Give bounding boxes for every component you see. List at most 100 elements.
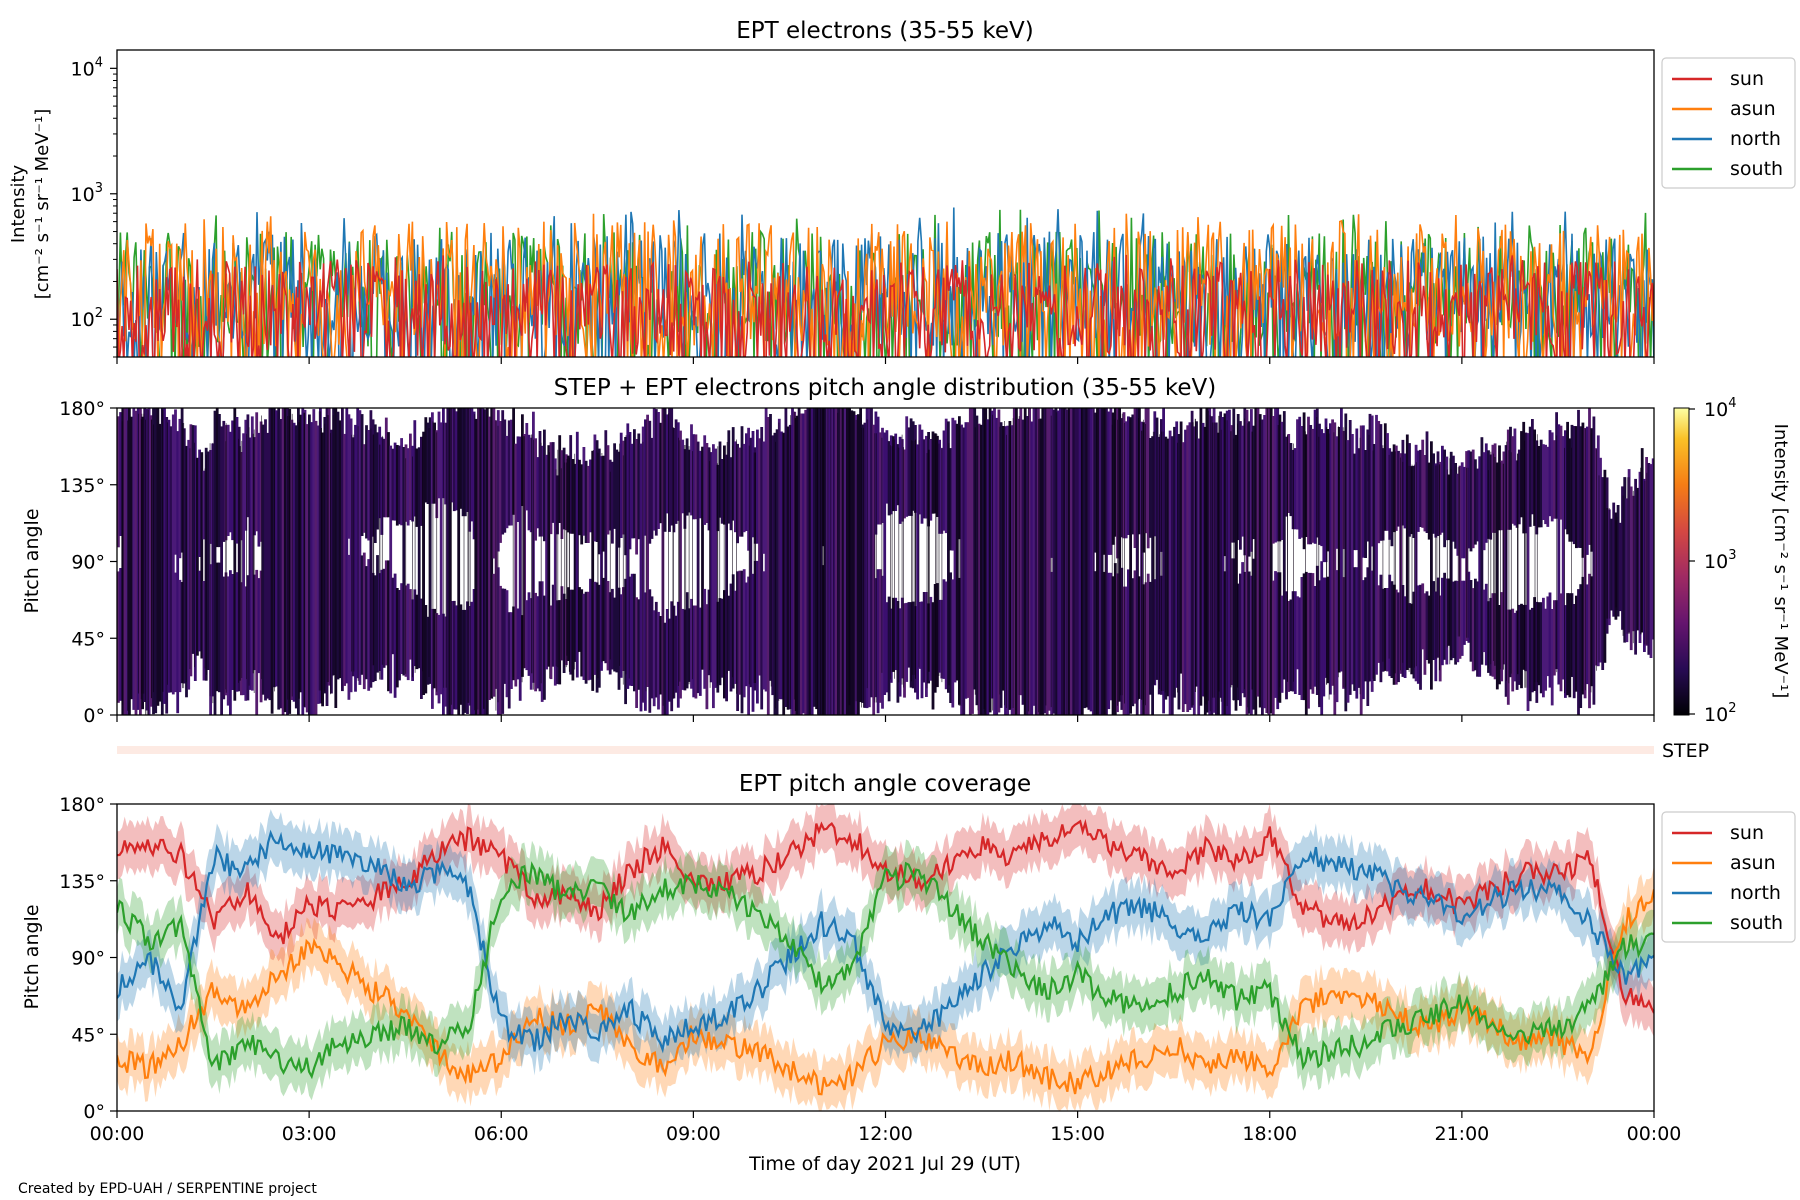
- pad-bin: [1528, 426, 1532, 527]
- pad-bin: [387, 560, 390, 692]
- pad-bin: [373, 424, 377, 543]
- pad-bin: [1348, 420, 1352, 695]
- pad-bin: [1544, 444, 1547, 525]
- pad-bin: [938, 599, 941, 673]
- pad-bin: [294, 425, 298, 709]
- pad-bin: [431, 608, 434, 709]
- pad-bin: [665, 414, 669, 514]
- pad-bin: [830, 408, 834, 715]
- pad-bin: [505, 590, 509, 698]
- panel1-ytick-label-0: 102: [71, 306, 103, 331]
- pad-bin: [1333, 422, 1337, 715]
- pad-bin: [674, 615, 678, 693]
- pad-bin: [885, 602, 889, 693]
- pad-bin: [929, 596, 933, 681]
- pad-bin: [1572, 604, 1576, 699]
- pad-bin: [1581, 422, 1585, 558]
- pad-bin: [1480, 437, 1484, 665]
- pad-bin: [178, 579, 182, 693]
- pad-bin: [1423, 593, 1427, 675]
- pad-bin: [692, 434, 696, 520]
- pad-bin: [1151, 436, 1154, 715]
- pad-bin: [1463, 580, 1466, 645]
- pad-bin: [1102, 571, 1106, 715]
- panel3-legend: sun asun north south: [1661, 811, 1796, 943]
- pad-bin: [246, 414, 250, 518]
- panel3-ytick-label-0: 0°: [83, 1101, 105, 1123]
- pad-bin: [1355, 567, 1359, 699]
- pad-bin: [1535, 601, 1539, 703]
- pad-bin: [250, 416, 254, 691]
- pad-bin: [393, 442, 397, 521]
- pad-bin: [226, 576, 230, 706]
- pad-bin: [1564, 605, 1567, 698]
- pad-bin: [257, 432, 261, 547]
- pad-bin: [1575, 426, 1578, 549]
- pad-bin: [1581, 576, 1585, 695]
- pad-bin: [198, 570, 201, 652]
- pad-bin: [1564, 430, 1567, 530]
- pad-bin: [944, 418, 948, 534]
- pad-bin: [595, 440, 599, 542]
- pad-bin: [1102, 408, 1106, 555]
- pad-bin: [158, 423, 162, 702]
- pad-bin: [196, 457, 199, 656]
- pad-bin: [1353, 453, 1356, 551]
- pad-bin: [1184, 429, 1187, 705]
- pad-bin: [1234, 434, 1238, 711]
- pad-bin: [1570, 424, 1574, 542]
- pad-bin: [424, 605, 428, 694]
- coverage-band-asun: [117, 865, 1654, 1111]
- pad-bin: [1138, 576, 1141, 699]
- pad-bin: [1511, 608, 1515, 692]
- pad-bin: [461, 609, 465, 715]
- pad-bin: [1030, 421, 1034, 715]
- pad-bin: [712, 444, 715, 709]
- pad-bin: [903, 603, 906, 698]
- pad-bin: [1302, 412, 1306, 550]
- pad-bin: [1579, 426, 1583, 548]
- pad-bin: [786, 426, 790, 710]
- pad-bin: [147, 408, 151, 715]
- pad-bin: [1300, 426, 1304, 538]
- pad-bin: [1346, 440, 1350, 703]
- panel2-x-ticks: [116, 715, 1655, 722]
- panel2-y-ticks: 0° 45° 90° 135° 180°: [59, 398, 117, 727]
- pad-bin: [470, 408, 474, 522]
- pad-bin: [613, 443, 616, 529]
- pad-bin: [1214, 422, 1218, 715]
- pad-bin: [740, 426, 744, 537]
- pad-bin: [1199, 408, 1203, 706]
- pad-bin: [1004, 426, 1007, 715]
- pad-bin: [756, 560, 759, 704]
- pad-bin: [1118, 408, 1121, 702]
- panel-electron-intensity: EPT electrons (35-55 keV) 102 103 104 Inte…: [8, 18, 1796, 364]
- pad-bin: [1572, 426, 1576, 545]
- pad-bin: [1430, 441, 1433, 690]
- pad-bin: [1186, 425, 1190, 712]
- pad-bin: [1526, 433, 1530, 711]
- pad-bin: [1445, 578, 1449, 665]
- panel2-ytick-label-4: 180°: [59, 398, 105, 420]
- panel3-xtick-label-3: 09:00: [666, 1123, 721, 1145]
- pad-bin: [1454, 463, 1457, 549]
- pad-bin: [468, 408, 472, 532]
- pad-bin: [1513, 428, 1517, 526]
- pad-bin: [507, 612, 511, 709]
- pad-bin: [332, 408, 335, 676]
- pad-bin: [931, 602, 935, 710]
- pad-bin: [516, 436, 520, 522]
- pad-bin: [1146, 408, 1150, 549]
- pad-bin: [709, 452, 713, 683]
- pad-bin: [1168, 430, 1172, 715]
- panel1-legend-box: [1661, 57, 1796, 189]
- pad-bin: [1236, 414, 1240, 541]
- pad-bin: [758, 438, 761, 676]
- pad-bin: [567, 587, 570, 661]
- pad-bin: [301, 408, 305, 715]
- pad-bin: [1111, 576, 1115, 715]
- pad-bin: [872, 424, 876, 715]
- coverage-line-sun: [117, 818, 1654, 1014]
- pad-bin: [1315, 565, 1319, 695]
- pad-bin: [437, 411, 441, 499]
